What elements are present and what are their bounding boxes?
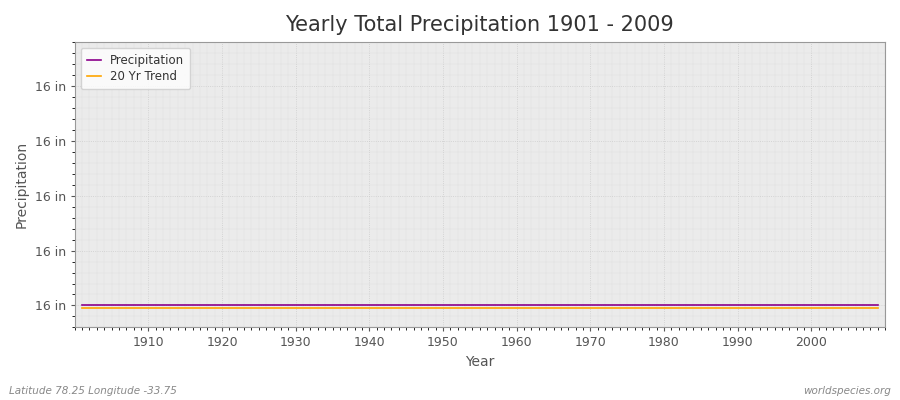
20 Yr Trend (872, 306, 883, 311)
Text: worldspecies.org: worldspecies.org (803, 386, 891, 396)
Title: Yearly Total Precipitation 1901 - 2009: Yearly Total Precipitation 1901 - 2009 (285, 15, 674, 35)
20 Yr Trend (599, 306, 610, 311)
Precipitation (298, 303, 309, 308)
Precipitation (511, 303, 522, 308)
20 Yr Trend (76, 306, 87, 311)
Precipitation (872, 303, 883, 308)
Text: Latitude 78.25 Longitude -33.75: Latitude 78.25 Longitude -33.75 (9, 386, 177, 396)
Precipitation (342, 303, 353, 308)
Precipitation (136, 303, 147, 308)
Legend: Precipitation, 20 Yr Trend: Precipitation, 20 Yr Trend (81, 48, 190, 89)
20 Yr Trend (298, 306, 309, 311)
Precipitation (599, 303, 610, 308)
Precipitation (504, 303, 515, 308)
20 Yr Trend (342, 306, 353, 311)
Precipitation (76, 303, 87, 308)
Y-axis label: Precipitation: Precipitation (15, 141, 29, 228)
20 Yr Trend (504, 306, 515, 311)
X-axis label: Year: Year (465, 355, 494, 369)
20 Yr Trend (511, 306, 522, 311)
20 Yr Trend (136, 306, 147, 311)
